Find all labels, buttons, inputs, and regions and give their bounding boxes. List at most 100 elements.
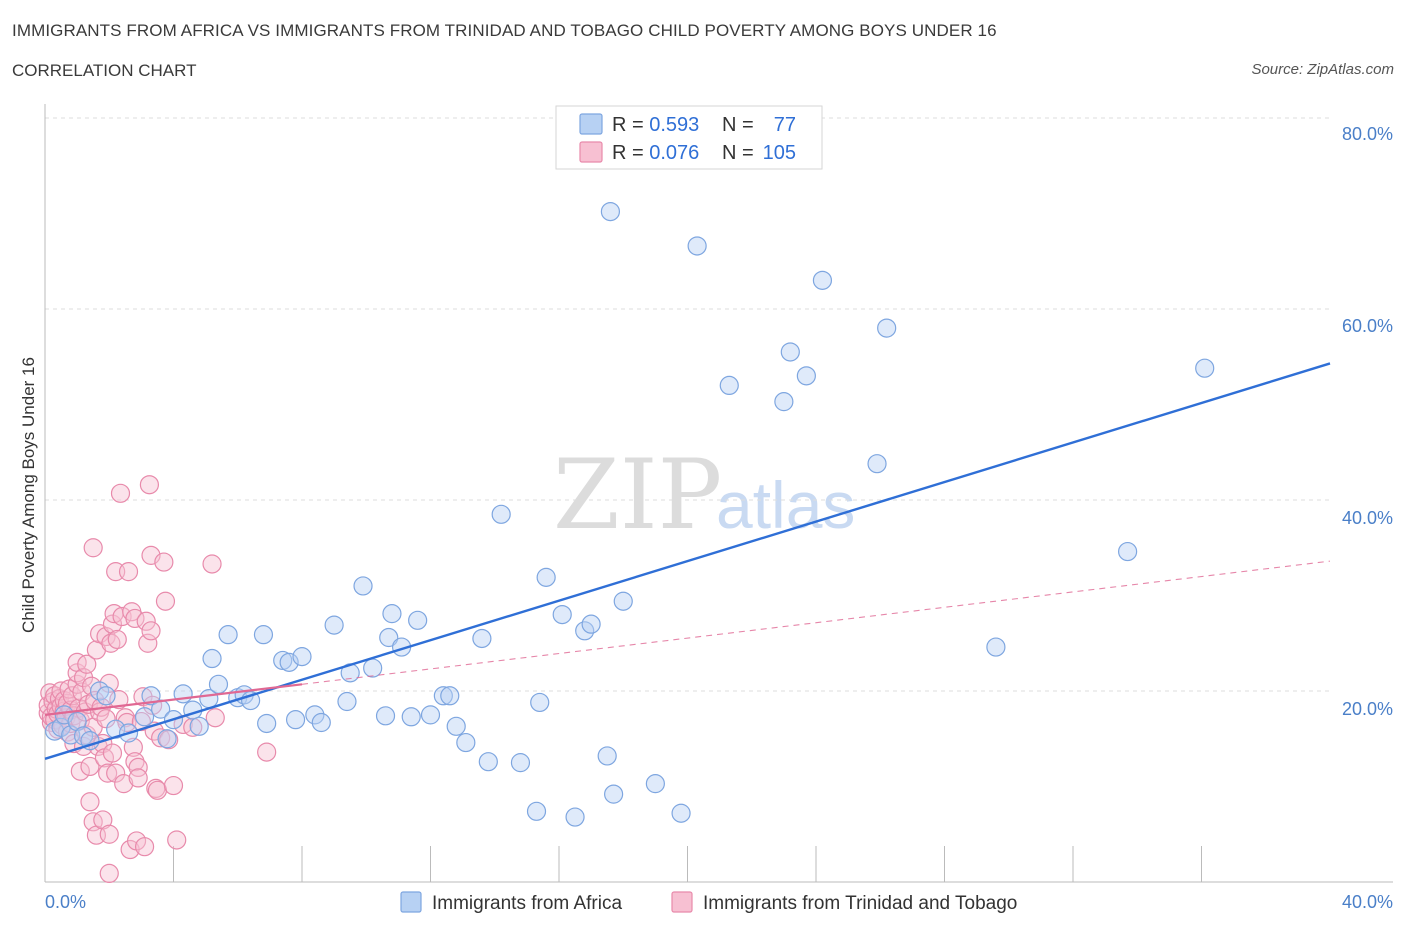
point-trinidad-tobago — [159, 730, 179, 750]
point-trinidad-tobago — [106, 763, 126, 783]
legend-r-label-trinidad-tobago: R = — [612, 142, 649, 164]
point-trinidad-tobago — [128, 757, 148, 778]
point-africa — [96, 686, 116, 706]
point-trinidad-tobago — [96, 709, 116, 729]
point-africa — [645, 774, 665, 794]
point-africa — [208, 674, 229, 694]
point-trinidad-tobago — [80, 792, 100, 812]
point-africa — [719, 375, 739, 395]
point-africa — [440, 686, 460, 706]
point-trinidad-tobago — [183, 717, 203, 737]
point-africa — [687, 236, 707, 256]
point-africa — [671, 803, 691, 823]
axes — [44, 104, 1393, 883]
bottom-legend-swatch-trinidad-tobago — [671, 891, 693, 913]
point-trinidad-tobago — [70, 761, 90, 781]
point-africa — [491, 504, 511, 524]
trend-line-africa — [44, 362, 1331, 760]
point-africa — [253, 625, 274, 645]
chart-subtitle: CORRELATION CHART — [12, 61, 197, 80]
point-trinidad-tobago — [154, 552, 174, 572]
point-trinidad-tobago — [125, 608, 145, 629]
point-africa — [472, 628, 492, 649]
source-label: Source: ZipAtlas.com — [1251, 61, 1394, 78]
point-africa — [324, 615, 344, 635]
point-africa — [812, 270, 833, 290]
point-africa — [134, 707, 155, 727]
point-africa — [446, 716, 466, 736]
point-trinidad-tobago — [110, 483, 131, 503]
point-africa — [597, 746, 617, 766]
bottom-legend: Immigrants from Africa Immigrants from T… — [400, 891, 1017, 914]
point-trinidad-tobago — [167, 830, 187, 850]
trend-line-trinidad-tobago-extension — [301, 560, 1331, 685]
point-trinidad-tobago — [155, 591, 176, 611]
legend-box: R = 0.593 N = 77 R = 0.076 N = 105 — [555, 105, 823, 170]
legend-n-value-trinidad-tobago: 105 — [763, 142, 796, 164]
point-trinidad-tobago — [257, 742, 277, 762]
point-africa — [285, 710, 306, 730]
bottom-legend-label-trinidad-tobago: Immigrants from Trinidad and Tobago — [703, 893, 1017, 914]
point-africa — [1195, 358, 1215, 378]
point-africa — [530, 692, 550, 713]
legend-n-label-africa: N = — [722, 114, 754, 136]
point-africa — [986, 637, 1006, 657]
point-africa — [552, 604, 572, 625]
point-africa — [67, 711, 87, 732]
point-trinidad-tobago — [93, 810, 113, 830]
point-africa — [613, 591, 633, 611]
x-tick-label-min: 0.0% — [45, 892, 86, 912]
point-africa — [581, 614, 601, 634]
point-trinidad-tobago — [114, 774, 134, 794]
point-trinidad-tobago — [205, 708, 225, 728]
point-africa — [774, 392, 794, 412]
point-africa — [401, 707, 421, 727]
point-trinidad-tobago — [109, 689, 129, 710]
legend-n-label-trinidad-tobago: N = — [722, 142, 754, 164]
point-africa — [867, 454, 887, 474]
bottom-legend-label-africa: Immigrants from Africa — [432, 893, 622, 914]
point-trinidad-tobago — [163, 775, 184, 796]
point-africa — [189, 716, 209, 736]
point-africa — [433, 686, 453, 706]
point-trinidad-tobago — [128, 768, 148, 788]
point-africa — [780, 342, 800, 362]
point-africa — [510, 753, 531, 773]
point-africa — [305, 705, 325, 725]
point-trinidad-tobago — [99, 673, 119, 693]
point-africa — [363, 658, 383, 678]
point-africa — [604, 784, 624, 804]
bottom-legend-swatch-africa — [400, 891, 422, 913]
point-africa — [218, 625, 238, 645]
point-trinidad-tobago — [99, 824, 119, 844]
legend-swatch-trinidad-tobago — [579, 141, 603, 163]
trend-lines — [44, 362, 1331, 760]
point-africa — [311, 712, 331, 733]
point-trinidad-tobago — [134, 837, 155, 857]
point-africa — [375, 706, 396, 726]
point-trinidad-tobago — [139, 475, 160, 495]
y-tick-label-80: 80.0% — [1342, 124, 1393, 144]
grid-lines — [45, 117, 1330, 692]
point-trinidad-tobago — [77, 654, 97, 674]
svg-text:R = 0.076: R = 0.076 — [612, 142, 699, 164]
y-tick-label-40: 40.0% — [1342, 508, 1393, 528]
point-africa — [408, 610, 428, 630]
point-africa — [1118, 541, 1138, 562]
point-trinidad-tobago — [202, 554, 222, 574]
point-africa — [420, 705, 441, 725]
legend-n-value-africa: 77 — [774, 114, 796, 136]
y-tick-label-60: 60.0% — [1342, 316, 1393, 336]
point-trinidad-tobago — [62, 686, 82, 706]
point-trinidad-tobago — [83, 538, 103, 558]
point-africa — [536, 567, 556, 587]
legend-r-label-africa: R = — [612, 114, 649, 136]
series-africa-points — [45, 201, 1215, 827]
y-tick-label-20: 20.0% — [1342, 699, 1393, 719]
legend-swatch-africa — [579, 113, 603, 135]
point-trinidad-tobago — [147, 780, 168, 800]
point-africa — [202, 648, 222, 669]
point-africa — [600, 201, 621, 222]
point-africa — [379, 627, 399, 648]
legend-r-value-africa: 0.593 — [649, 114, 699, 136]
